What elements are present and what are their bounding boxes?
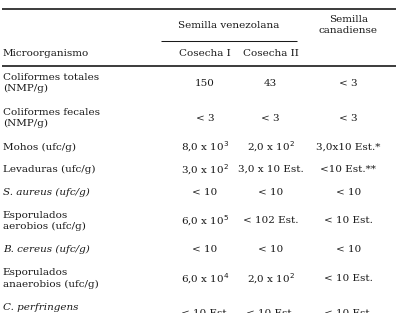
- Text: < 10: < 10: [336, 188, 361, 197]
- Text: 2,0 x 10$^2$: 2,0 x 10$^2$: [247, 271, 295, 286]
- Text: Esporulados
anaerobios (ufc/g): Esporulados anaerobios (ufc/g): [3, 269, 99, 289]
- Text: <10 Est.**: <10 Est.**: [320, 165, 376, 174]
- Text: < 10 Est.: < 10 Est.: [246, 309, 295, 313]
- Text: 3,0 x 10 Est.: 3,0 x 10 Est.: [238, 165, 304, 174]
- Text: S. aureus (ufc/g): S. aureus (ufc/g): [3, 187, 90, 197]
- Text: < 10: < 10: [192, 188, 218, 197]
- Text: 43: 43: [264, 79, 277, 88]
- Text: < 3: < 3: [196, 114, 214, 123]
- Text: 6,0 x 10$^5$: 6,0 x 10$^5$: [181, 214, 229, 228]
- Text: Semilla
canadiense: Semilla canadiense: [319, 15, 378, 35]
- Text: 2,0 x 10$^2$: 2,0 x 10$^2$: [247, 140, 295, 154]
- Text: < 3: < 3: [339, 79, 357, 88]
- Text: < 10: < 10: [258, 245, 283, 254]
- Text: C. perfringens
(ufc/g): C. perfringens (ufc/g): [3, 304, 78, 313]
- Text: < 102 Est.: < 102 Est.: [243, 217, 298, 225]
- Text: 6,0 x 10$^4$: 6,0 x 10$^4$: [181, 271, 229, 286]
- Text: 150: 150: [195, 79, 215, 88]
- Text: < 10 Est.: < 10 Est.: [181, 309, 229, 313]
- Text: Semilla venezolana: Semilla venezolana: [178, 21, 279, 29]
- Text: 8,0 x 10$^3$: 8,0 x 10$^3$: [181, 140, 229, 154]
- Text: < 10: < 10: [336, 245, 361, 254]
- Text: Mohos (ufc/g): Mohos (ufc/g): [3, 142, 76, 152]
- Text: < 10: < 10: [192, 245, 218, 254]
- Text: Levaduras (ufc/g): Levaduras (ufc/g): [3, 165, 95, 174]
- Text: Coliformes totales
(NMP/g): Coliformes totales (NMP/g): [3, 73, 99, 93]
- Text: < 10 Est.: < 10 Est.: [324, 274, 373, 283]
- Text: Cosecha I: Cosecha I: [179, 49, 231, 58]
- Text: Cosecha II: Cosecha II: [243, 49, 298, 58]
- Text: Microorganismo: Microorganismo: [3, 49, 89, 58]
- Text: < 3: < 3: [261, 114, 280, 123]
- Text: Esporulados
aerobios (ufc/g): Esporulados aerobios (ufc/g): [3, 211, 86, 231]
- Text: < 10: < 10: [258, 188, 283, 197]
- Text: < 3: < 3: [339, 114, 357, 123]
- Text: 3,0x10 Est.*: 3,0x10 Est.*: [316, 143, 380, 151]
- Text: < 10 Est.: < 10 Est.: [324, 309, 373, 313]
- Text: B. cereus (ufc/g): B. cereus (ufc/g): [3, 245, 90, 254]
- Text: Coliformes fecales
(NMP/g): Coliformes fecales (NMP/g): [3, 108, 100, 128]
- Text: < 10 Est.: < 10 Est.: [324, 217, 373, 225]
- Text: 3,0 x 10$^2$: 3,0 x 10$^2$: [181, 162, 229, 177]
